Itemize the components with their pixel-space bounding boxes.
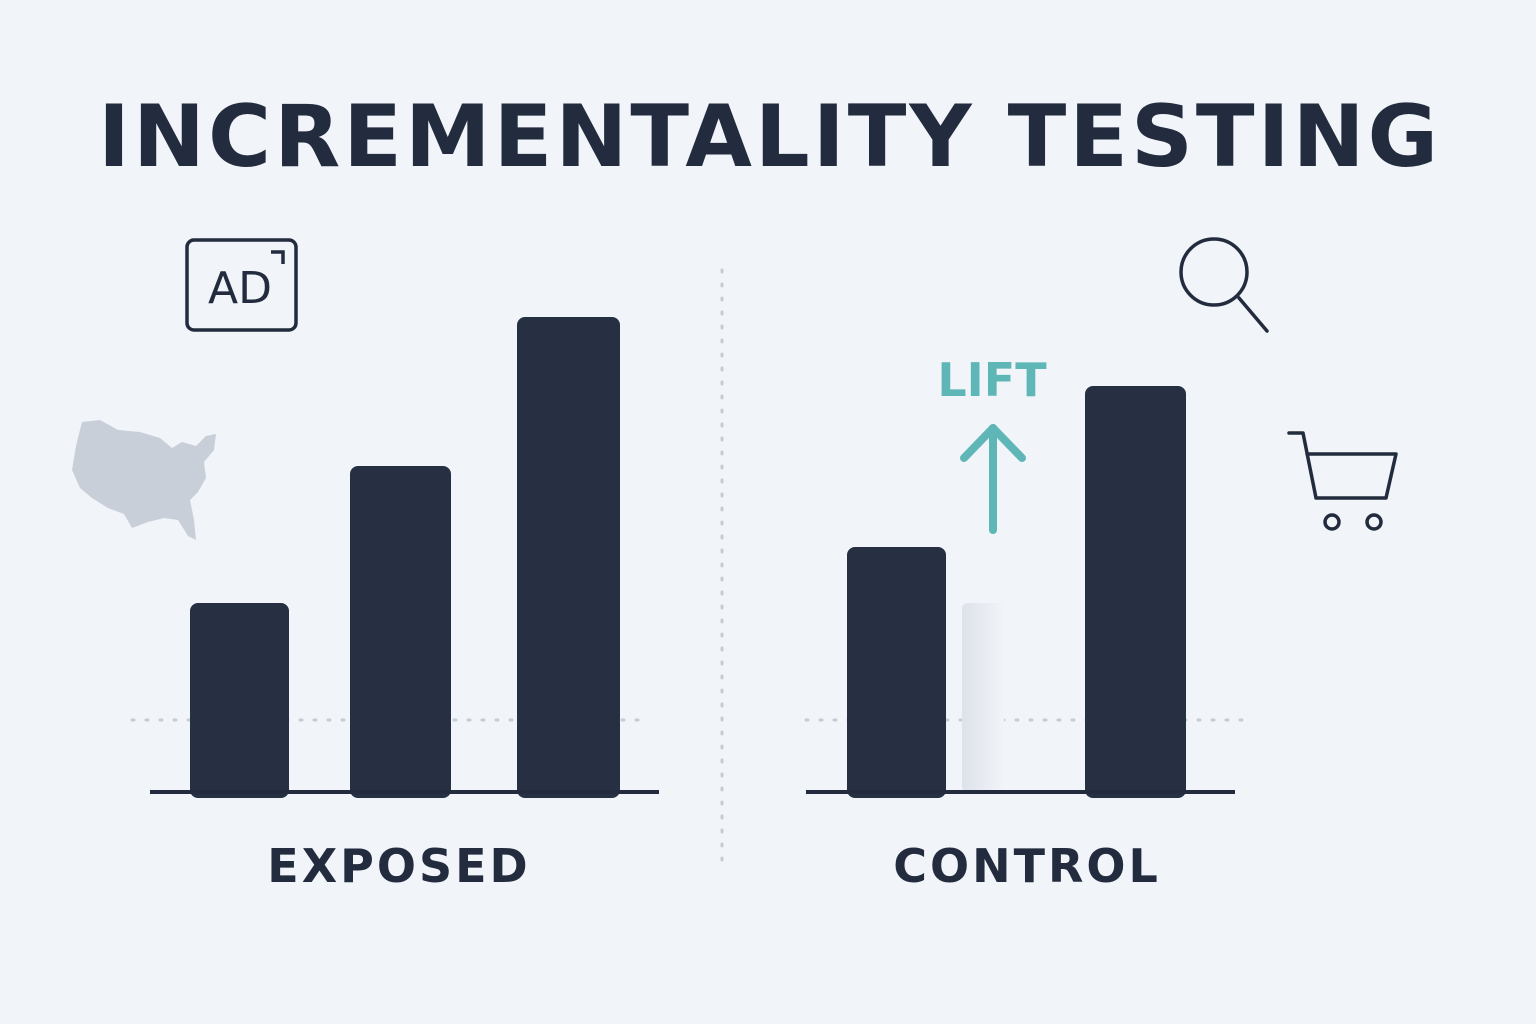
bar: [847, 547, 946, 798]
search-icon: [1179, 237, 1269, 333]
bar: [517, 317, 620, 798]
control-bars: [847, 386, 1186, 798]
ad-text: AD: [208, 263, 272, 314]
bar: [190, 603, 289, 798]
bar: [350, 466, 451, 798]
lift-arrow: [960, 424, 1026, 534]
exposed-bars: [190, 317, 620, 798]
ghost-bar: [962, 603, 1004, 792]
group-label: CONTROL: [893, 839, 1161, 893]
cart-icon: [1287, 431, 1398, 531]
bar: [1085, 386, 1186, 798]
map: [72, 420, 216, 540]
title: INCREMENTALITY TESTING: [98, 87, 1441, 187]
lift-label: LIFT: [937, 353, 1047, 407]
ad-icon: [185, 238, 298, 332]
group-label: EXPOSED: [267, 839, 530, 893]
